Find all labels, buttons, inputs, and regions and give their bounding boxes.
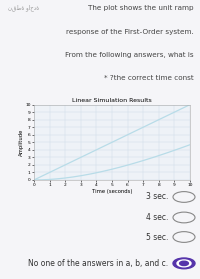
Y-axis label: Amplitude: Amplitude xyxy=(19,129,24,156)
Circle shape xyxy=(177,260,191,267)
Text: No one of the answers in a, b, and c.: No one of the answers in a, b, and c. xyxy=(28,259,168,268)
Text: نقطة واحدة: نقطة واحدة xyxy=(8,4,39,11)
Text: 4 sec.: 4 sec. xyxy=(146,213,168,222)
X-axis label: Time (seconds): Time (seconds) xyxy=(92,189,132,194)
Text: 5 sec.: 5 sec. xyxy=(146,232,168,242)
Text: * ?the correct time const: * ?the correct time const xyxy=(104,75,194,81)
Text: response of the First-Order system.: response of the First-Order system. xyxy=(66,29,194,35)
Text: 3 sec.: 3 sec. xyxy=(146,193,168,201)
Title: Linear Simulation Results: Linear Simulation Results xyxy=(72,98,152,103)
Text: The plot shows the unit ramp: The plot shows the unit ramp xyxy=(88,5,194,11)
Circle shape xyxy=(173,258,195,269)
Circle shape xyxy=(180,261,188,266)
Text: From the following answers, what is: From the following answers, what is xyxy=(65,52,194,58)
